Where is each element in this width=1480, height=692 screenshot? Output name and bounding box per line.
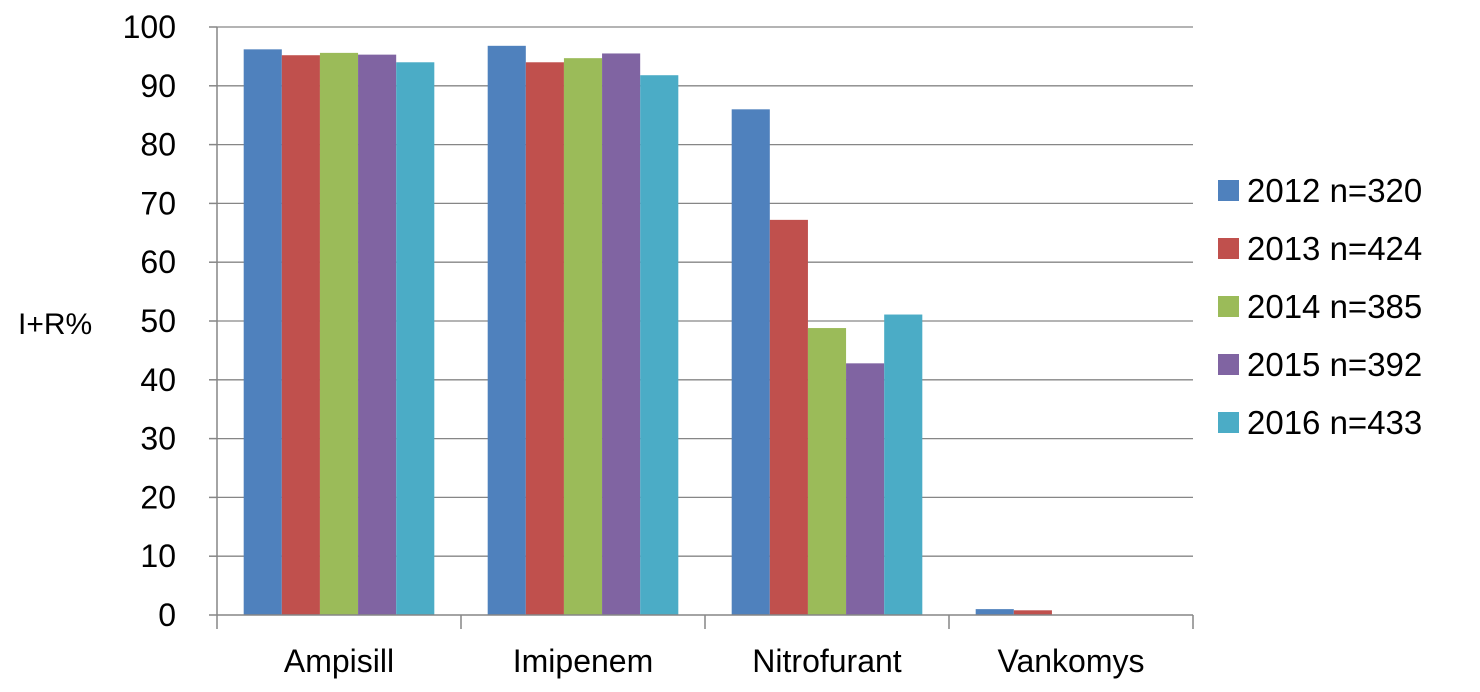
y-tick-label: 70 xyxy=(140,185,176,221)
legend-label: 2013 n=424 xyxy=(1247,230,1422,267)
axes xyxy=(209,26,1194,629)
bar xyxy=(319,52,359,615)
category-label: Imipenem xyxy=(513,643,654,679)
bar xyxy=(769,219,808,615)
bar xyxy=(640,75,679,615)
y-tick-labels: 0 10 20 30 40 50 60 70 80 90 100 xyxy=(123,9,176,633)
bar xyxy=(243,49,282,616)
bar xyxy=(487,45,526,616)
y-tick-label: 100 xyxy=(123,9,176,45)
bar xyxy=(602,53,641,615)
y-tick-label: 80 xyxy=(140,127,176,163)
category-label: Nitrofurant xyxy=(752,643,902,679)
legend-swatch xyxy=(1218,238,1239,259)
legend-swatch xyxy=(1218,354,1239,375)
legend-swatch xyxy=(1218,180,1239,201)
bars xyxy=(243,45,1052,616)
legend-swatch xyxy=(1218,412,1239,433)
y-tick-label: 20 xyxy=(140,479,176,515)
category-label: Vankomys xyxy=(997,643,1144,679)
bar xyxy=(396,62,435,615)
legend-swatch xyxy=(1218,296,1239,317)
bar xyxy=(281,55,320,615)
category-labels: Ampisill Imipenem Nitrofurant Vankomys xyxy=(284,643,1145,679)
bar xyxy=(807,328,847,615)
category-label: Ampisill xyxy=(284,643,394,679)
legend-label: 2016 n=433 xyxy=(1247,404,1422,441)
y-tick-label: 10 xyxy=(140,538,176,574)
bar xyxy=(525,62,564,615)
bar xyxy=(846,363,885,615)
legend: 2012 n=320 2013 n=424 2014 n=385 2015 n=392… xyxy=(1218,172,1422,441)
bar xyxy=(884,314,923,615)
y-tick-label: 50 xyxy=(140,303,176,339)
bar xyxy=(358,54,397,616)
y-tick-label: 40 xyxy=(140,362,176,398)
y-tick-label: 30 xyxy=(140,421,176,457)
legend-label: 2014 n=385 xyxy=(1247,288,1422,325)
legend-label: 2012 n=320 xyxy=(1247,172,1422,209)
bar xyxy=(563,58,603,615)
legend-label: 2015 n=392 xyxy=(1247,346,1422,383)
bar xyxy=(731,109,770,615)
y-tick-label: 60 xyxy=(140,244,176,280)
bar xyxy=(975,609,1014,615)
y-tick-label: 0 xyxy=(158,597,176,633)
bar xyxy=(1013,610,1052,615)
y-tick-label: 90 xyxy=(140,68,176,104)
y-axis-title: I+R% xyxy=(18,308,92,341)
